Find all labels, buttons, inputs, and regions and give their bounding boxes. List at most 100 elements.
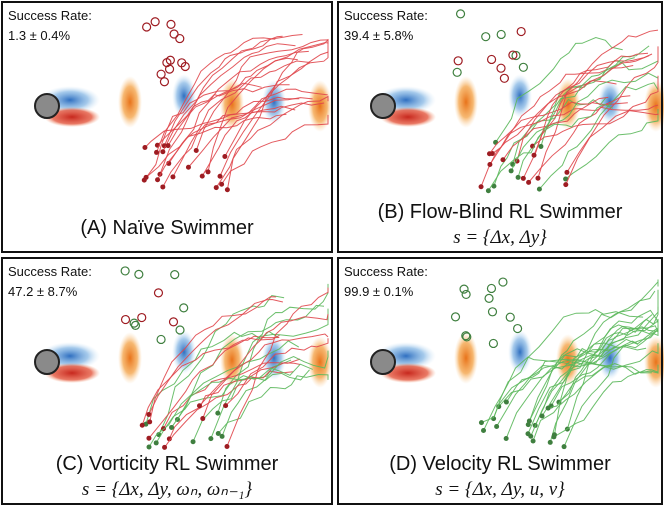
target	[130, 320, 141, 330]
trajectories	[452, 9, 659, 194]
trajectory	[149, 296, 277, 423]
start-point	[487, 162, 493, 168]
start-point	[190, 439, 196, 445]
trajectory	[221, 114, 329, 185]
success-value: 47.2 ± 8.7%	[8, 284, 78, 299]
start-point	[154, 149, 160, 155]
trajectory	[143, 82, 262, 181]
trajectory	[164, 370, 294, 448]
start-point	[166, 436, 172, 442]
target	[179, 303, 189, 313]
trajectory	[157, 97, 313, 181]
start-point	[146, 435, 152, 441]
target	[156, 334, 166, 345]
start-point	[160, 149, 166, 155]
target	[486, 283, 497, 294]
start-point	[185, 164, 191, 170]
start-point	[165, 143, 171, 149]
trajectory	[217, 373, 329, 434]
vortex	[508, 330, 532, 374]
trajectory	[553, 364, 659, 438]
start-point	[547, 439, 553, 445]
target	[499, 73, 509, 83]
vortex	[644, 336, 664, 388]
target	[175, 325, 185, 335]
start-point	[520, 175, 526, 181]
flow-field	[34, 330, 332, 388]
start-point	[147, 419, 153, 425]
start-point	[169, 424, 175, 430]
trajectory	[199, 333, 329, 407]
start-point	[539, 413, 545, 419]
trajectory	[156, 37, 276, 153]
trajectory	[172, 60, 310, 178]
trajectory	[195, 39, 329, 151]
vortex	[172, 74, 196, 118]
trajectory	[517, 45, 650, 178]
panel: Success Rate: 1.3 ± 0.4% (A) Naïve Swimmer	[1, 1, 333, 253]
trajectory	[141, 335, 280, 426]
start-point	[551, 432, 557, 438]
start-point	[515, 174, 521, 180]
start-point	[526, 418, 532, 424]
trajectory	[532, 343, 659, 442]
trajectory	[492, 102, 628, 154]
target	[505, 312, 515, 322]
cylinder	[34, 93, 60, 119]
trajectory	[493, 309, 644, 419]
target	[488, 338, 499, 349]
trajectory	[541, 306, 659, 417]
panel-title: (D) Velocity RL Swimmer	[389, 453, 611, 475]
start-point	[215, 430, 221, 436]
target	[166, 19, 176, 29]
panel: Success Rate: 47.2 ± 8.7% (C) Vorticity RL…	[1, 257, 333, 505]
panel: Success Rate: 39.4 ± 5.8% (B) Flow-Blind R…	[337, 1, 664, 253]
trajectory	[157, 84, 290, 146]
target	[120, 314, 131, 325]
trajectory	[171, 363, 313, 428]
success-label: Success Rate:	[8, 264, 92, 279]
panel-border	[337, 257, 663, 505]
flow-field	[370, 330, 664, 388]
target	[170, 270, 180, 280]
trajectory	[162, 34, 303, 152]
cylinder	[370, 349, 396, 375]
start-point	[494, 424, 500, 430]
start-point	[142, 145, 148, 151]
state-formula: s = {Δx, Δy}	[453, 227, 547, 248]
trajectory	[163, 358, 301, 429]
start-point	[478, 184, 484, 190]
trajectory	[168, 362, 301, 440]
start-point	[200, 416, 206, 422]
trajectory	[148, 334, 280, 439]
trajectory	[537, 29, 659, 179]
trajectory	[202, 314, 329, 419]
target	[487, 307, 498, 317]
start-point	[545, 405, 551, 411]
vortex	[308, 336, 332, 388]
trajectory	[566, 75, 659, 173]
target	[461, 289, 471, 300]
trajectory	[540, 59, 659, 147]
trajectory	[201, 102, 325, 177]
trajectories	[450, 277, 659, 450]
start-point	[199, 173, 205, 179]
start-point	[530, 438, 536, 444]
start-point	[219, 433, 225, 439]
trajectory	[516, 53, 653, 162]
start-point	[564, 169, 570, 175]
panel-border	[337, 1, 663, 253]
start-point	[139, 422, 145, 428]
vortex	[262, 80, 286, 124]
trajectory	[487, 103, 614, 191]
start-point	[491, 416, 497, 422]
trajectory	[144, 105, 296, 148]
target	[496, 29, 506, 40]
trajectory	[505, 346, 647, 403]
trajectory	[483, 356, 614, 431]
trajectory	[502, 95, 631, 161]
cylinder	[34, 349, 60, 375]
trajectory	[192, 369, 310, 442]
target	[150, 17, 160, 27]
